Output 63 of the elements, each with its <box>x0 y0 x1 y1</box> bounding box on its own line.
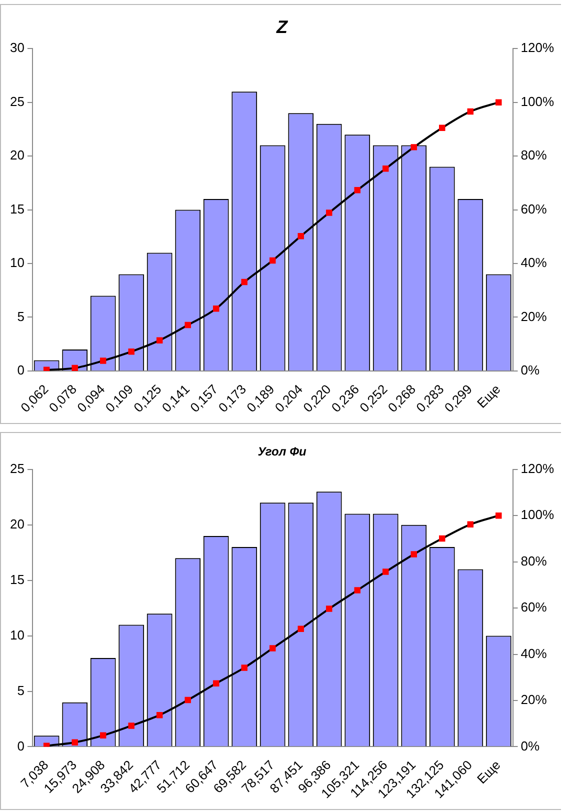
x-tick-label: Еще <box>474 382 504 411</box>
point <box>439 535 446 542</box>
y-tick-label: 15 <box>10 572 24 587</box>
point <box>354 587 360 594</box>
point <box>72 364 78 371</box>
point <box>269 645 276 652</box>
point <box>298 626 304 632</box>
point <box>269 257 276 264</box>
point <box>382 166 389 172</box>
y-tick-label: 25 <box>10 94 24 109</box>
y-tick-label: 15 <box>10 201 24 216</box>
y-tick-label: 5 <box>17 682 24 698</box>
point <box>100 732 106 739</box>
y2-tick-label: 100% <box>520 94 554 109</box>
y-tick-label: 10 <box>10 627 24 642</box>
point <box>100 358 106 364</box>
y2-tick-label: 80% <box>520 148 548 163</box>
point <box>72 739 78 746</box>
point <box>467 521 474 528</box>
point <box>128 722 134 729</box>
y-tick-label: 10 <box>10 255 24 270</box>
point <box>156 337 163 344</box>
point <box>467 108 474 115</box>
point <box>326 606 332 612</box>
point <box>241 664 248 671</box>
y-tick-label: 20 <box>10 148 24 163</box>
y2-tick-label: 20% <box>520 308 548 324</box>
point <box>354 187 360 194</box>
y2-tick-label: 120% <box>520 460 554 476</box>
point <box>439 124 446 131</box>
y-tick-label: 20 <box>10 516 24 532</box>
y2-tick-label: 20% <box>520 692 548 708</box>
point <box>128 348 134 355</box>
point <box>496 512 502 519</box>
y2-tick-label: 60% <box>520 201 548 216</box>
y2-tick-label: 0% <box>520 362 540 378</box>
y2-tick-label: 0% <box>520 738 540 754</box>
point <box>212 306 220 312</box>
point <box>496 99 502 106</box>
point <box>382 568 389 575</box>
point <box>410 144 417 150</box>
y-tick-label: 0 <box>17 362 24 378</box>
point <box>326 210 332 216</box>
y2-tick-label: 40% <box>520 646 548 661</box>
point <box>410 551 417 558</box>
point <box>241 278 248 286</box>
x-tick-label: Еще <box>474 757 504 787</box>
point <box>184 696 191 704</box>
point <box>156 712 163 718</box>
y2-tick-label: 100% <box>520 507 554 522</box>
y-tick-label: 30 <box>10 40 24 56</box>
y2-tick-label: 40% <box>520 255 548 270</box>
y-tick-label: 5 <box>17 308 24 324</box>
y2-tick-label: 60% <box>520 600 548 615</box>
y2-tick-label: 80% <box>520 553 548 568</box>
y-tick-label: 0 <box>17 738 24 754</box>
chart-title: Z <box>276 16 288 37</box>
point <box>184 322 191 328</box>
point <box>212 680 220 687</box>
y2-tick-label: 120% <box>520 40 554 56</box>
y-tick-label: 25 <box>10 460 24 476</box>
chart-title: Угол Фи <box>258 444 307 459</box>
point <box>298 232 304 240</box>
